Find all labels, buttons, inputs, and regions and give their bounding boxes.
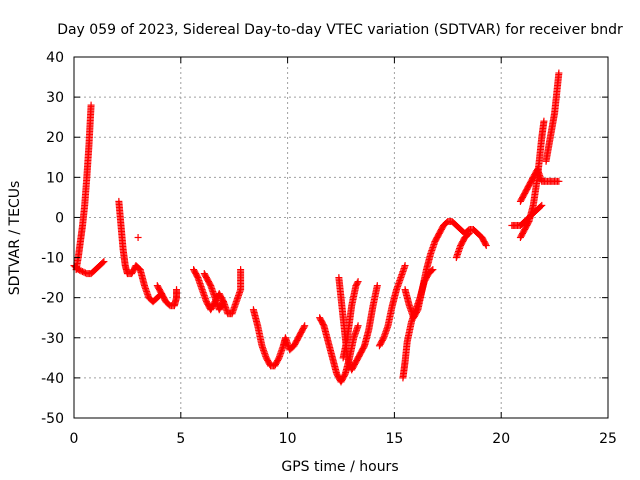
data-point bbox=[353, 279, 361, 287]
data-point bbox=[100, 258, 108, 266]
data-point bbox=[555, 69, 563, 77]
data-point bbox=[482, 240, 490, 248]
y-tick-label: -50 bbox=[41, 411, 64, 427]
data-point bbox=[373, 282, 381, 290]
x-tick-label: 25 bbox=[599, 431, 617, 447]
x-tick-label: 0 bbox=[70, 431, 79, 447]
data-point bbox=[465, 229, 473, 237]
data-point bbox=[220, 298, 228, 306]
data-points bbox=[70, 69, 563, 386]
data-point bbox=[540, 117, 548, 125]
data-point bbox=[401, 262, 409, 270]
data-point bbox=[464, 230, 472, 238]
y-tick-label: 10 bbox=[46, 170, 64, 186]
data-point bbox=[237, 266, 245, 274]
y-tick-label: 40 bbox=[46, 50, 64, 66]
plot-frame bbox=[73, 56, 609, 419]
y-tick-label: 0 bbox=[55, 210, 64, 226]
data-point bbox=[538, 201, 546, 209]
data-point bbox=[354, 322, 362, 330]
data-point bbox=[537, 202, 545, 210]
y-tick-label: -20 bbox=[41, 291, 64, 307]
y-tick-label: -40 bbox=[41, 371, 64, 387]
x-tick-label: 15 bbox=[385, 431, 403, 447]
y-tick-label: -30 bbox=[41, 331, 64, 347]
data-point bbox=[555, 177, 563, 185]
x-tick-label: 10 bbox=[279, 431, 297, 447]
y-tick-label: 20 bbox=[46, 130, 64, 146]
data-point bbox=[429, 266, 437, 274]
data-point bbox=[87, 101, 95, 109]
data-point bbox=[134, 234, 142, 241]
data-point bbox=[354, 278, 362, 286]
data-point bbox=[99, 259, 107, 267]
data-point bbox=[300, 323, 308, 331]
data-point bbox=[301, 322, 309, 330]
y-tick-label: 30 bbox=[46, 90, 64, 106]
grid-lines bbox=[74, 57, 608, 418]
x-tick-label: 20 bbox=[492, 431, 510, 447]
x-tick-label: 5 bbox=[176, 431, 185, 447]
data-point bbox=[482, 242, 490, 250]
data-point bbox=[219, 299, 227, 307]
x-axis-label: GPS time / hours bbox=[281, 459, 398, 475]
axis-ticks: 0 5 10 15 20 25 -50 -40 -30 -20 -10 0 10 20 30 40 bbox=[41, 50, 617, 447]
y-axis-label: SDTVAR / TECUs bbox=[7, 181, 23, 296]
y-tick-label: -10 bbox=[41, 251, 64, 267]
chart-title: Day 059 of 2023, Sidereal Day-to-day VTE… bbox=[57, 22, 623, 38]
data-point bbox=[173, 286, 181, 294]
